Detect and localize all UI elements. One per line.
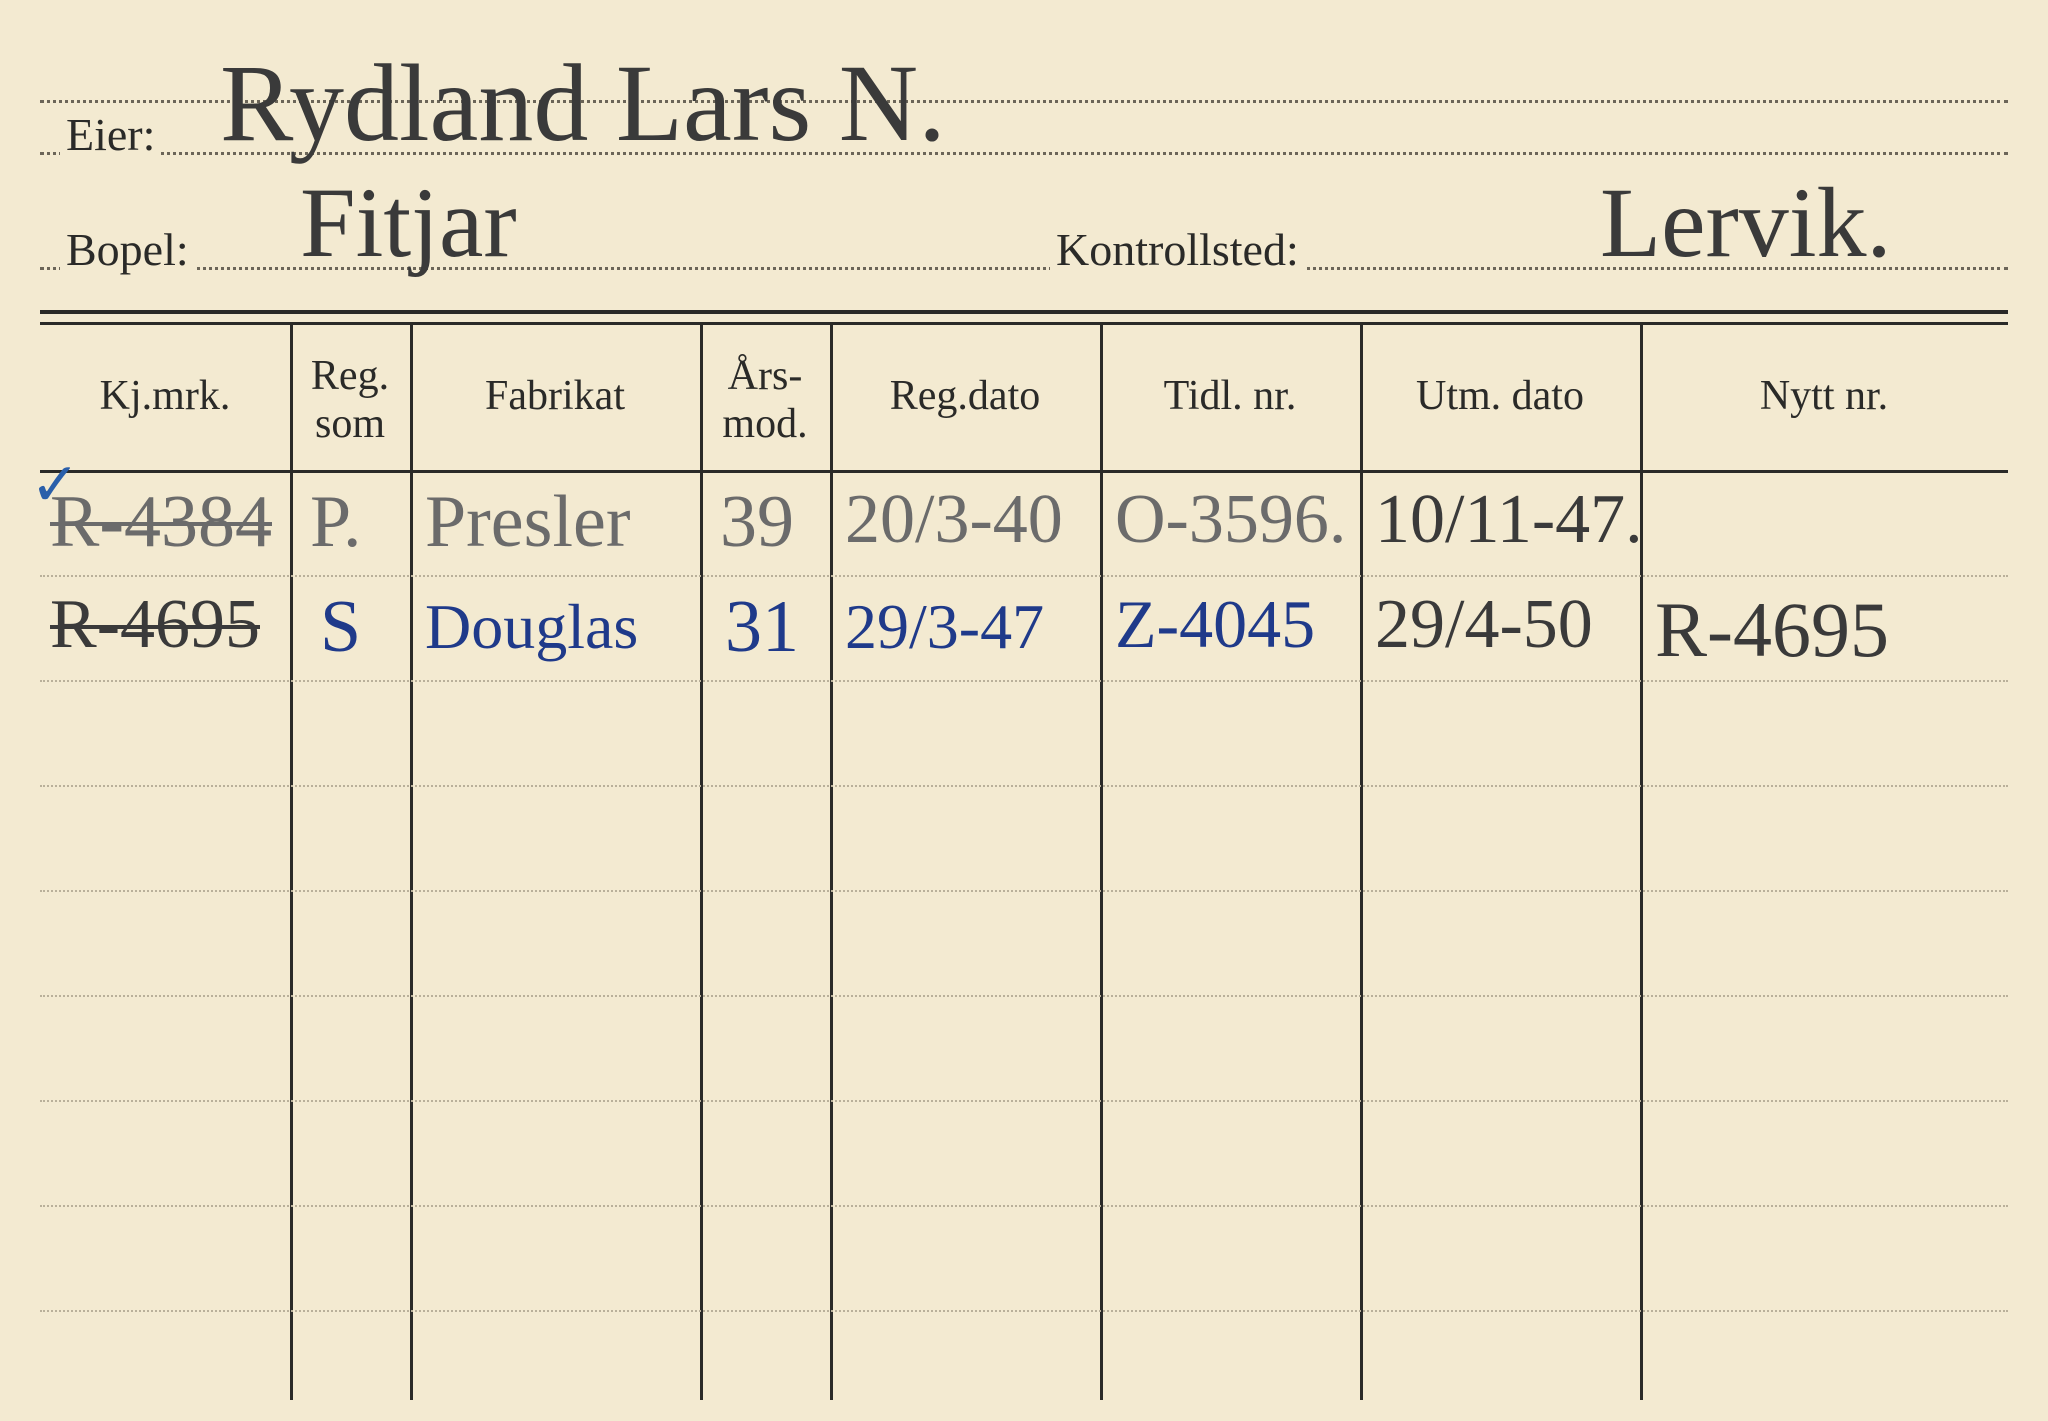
label-eier: Eier: <box>60 108 161 161</box>
cell-nyttnr: R-4695 <box>1655 585 1889 675</box>
cell-utmdato: 29/4-50 <box>1375 585 1593 665</box>
cell-kjmrk: R-4384 <box>50 480 272 565</box>
col-regsom: Reg. som <box>290 352 410 449</box>
cell-tidlnr: O-3596. <box>1115 480 1346 560</box>
col-tidlnr: Tidl. nr. <box>1100 372 1360 420</box>
value-kontrollsted: Lervik. <box>1600 165 1892 280</box>
label-bopel: Bopel: <box>60 223 195 276</box>
row-line <box>40 680 2008 682</box>
cell-fabrikat: Presler <box>425 480 631 565</box>
col-utmdato: Utm. dato <box>1360 372 1640 420</box>
value-bopel: Fitjar <box>300 165 517 280</box>
row-line <box>40 1205 2008 1207</box>
cell-regdato: 29/3-47 <box>845 590 1044 664</box>
row-line <box>40 1100 2008 1102</box>
row-line <box>40 995 2008 997</box>
index-card: Eier: Bopel: Kontrollsted: Rydland Lars … <box>40 20 2008 1400</box>
cell-arsmod: 31 <box>725 585 799 670</box>
value-eier: Rydland Lars N. <box>220 40 946 167</box>
col-kjmrk: Kj.mrk. <box>40 372 290 420</box>
cell-tidlnr: Z-4045 <box>1115 585 1315 664</box>
row-line <box>40 785 2008 787</box>
cell-kjmrk: R-4695 <box>50 585 260 665</box>
col-arsmod: Års- mod. <box>700 352 830 449</box>
cell-utmdato: 10/11-47. <box>1375 480 1643 560</box>
cell-regsom: S <box>320 585 361 670</box>
label-kontrollsted: Kontrollsted: <box>1050 223 1305 276</box>
col-nyttnr: Nytt nr. <box>1640 372 2008 420</box>
col-regdato: Reg.dato <box>830 372 1100 420</box>
col-fabrikat: Fabrikat <box>410 372 700 420</box>
table: Kj.mrk. Reg. som Fabrikat Års- mod. Reg.… <box>40 322 2008 1400</box>
cell-arsmod: 39 <box>720 480 794 565</box>
row-line <box>40 890 2008 892</box>
table-row: R-4695 S Douglas 31 29/3-47 Z-4045 29/4-… <box>40 575 2008 680</box>
table-row: ✓ R-4384 P. Presler 39 20/3-40 O-3596. 1… <box>40 470 2008 575</box>
cell-fabrikat: Douglas <box>425 590 638 664</box>
table-body: ✓ R-4384 P. Presler 39 20/3-40 O-3596. 1… <box>40 470 2008 1400</box>
cell-regsom: P. <box>310 480 361 565</box>
cell-regdato: 20/3-40 <box>845 480 1063 560</box>
row-line <box>40 1310 2008 1312</box>
